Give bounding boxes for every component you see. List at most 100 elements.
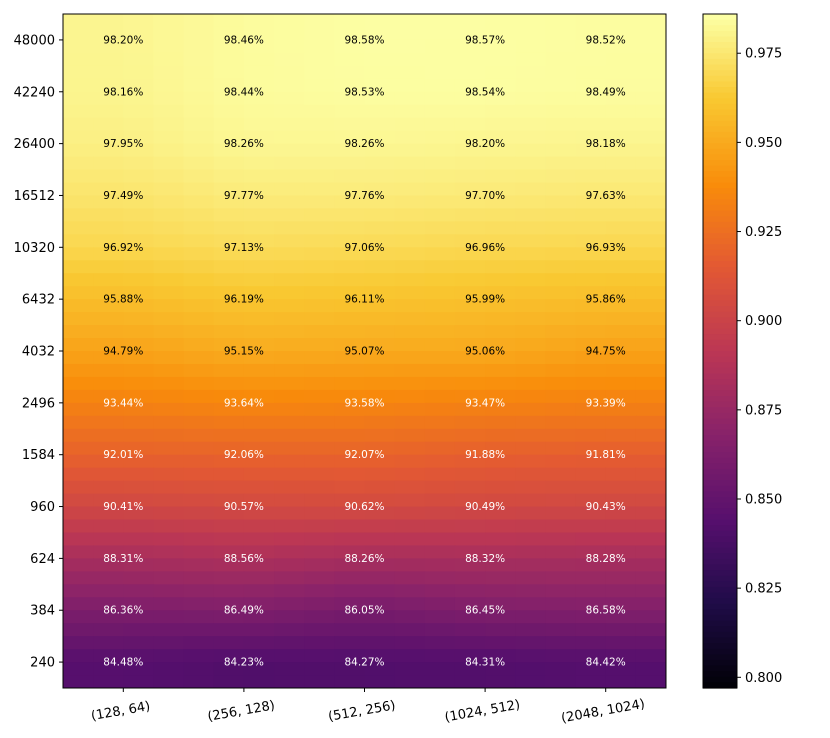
heat-tile [605,39,637,54]
heat-tile [183,376,215,391]
cell-label: 84.23% [224,657,264,669]
colorbar-strip [703,390,737,397]
heat-tile [394,143,426,158]
heat-tile [123,169,155,184]
heat-tile [304,234,335,248]
heat-tile [575,325,607,339]
heat-tile [635,662,666,676]
heat-tile [183,247,215,261]
heat-tile [575,649,607,663]
heat-tile [304,312,335,326]
heat-tile [364,493,396,508]
heat-tile [485,91,516,106]
heat-tile [364,351,396,365]
colorbar-strip [703,143,737,150]
y-tick-label: 960 [30,500,55,515]
cell-label: 94.75% [586,346,626,358]
heat-tile [635,467,666,482]
heat-tile [274,454,305,469]
colorbar-tick-label: 0.975 [745,47,782,62]
cell-label: 97.13% [224,242,264,254]
heat-tile [394,91,426,106]
heat-tile [213,39,245,54]
heat-tile [515,104,546,119]
heat-tile [454,208,486,222]
heat-tile [274,117,305,132]
heat-tile [183,117,215,132]
heat-tile [545,273,577,287]
heat-tile [364,221,396,235]
heat-tile [304,91,335,106]
heat-tile [304,610,335,624]
heat-tile [364,130,396,145]
heat-tile [394,480,426,495]
heat-tile [213,610,245,624]
heat-tile [334,675,366,688]
heat-tile [424,182,456,197]
cell-label: 92.06% [224,449,264,461]
heat-tile [454,454,486,469]
heat-tile [394,467,426,482]
heat-tile [545,52,577,67]
heat-tile [93,338,124,352]
colorbar-strip [703,581,737,588]
heat-tile [394,221,426,235]
heat-tile [515,493,546,508]
heat-tile [183,78,215,93]
heat-tile [635,545,666,559]
heat-tile [454,26,486,41]
heat-tile [424,156,456,171]
colorbar-strip [703,637,737,644]
heat-tile [364,636,396,650]
heat-tile [213,338,245,352]
heat-tile [424,104,456,119]
heat-tile [123,480,155,495]
heat-tile [123,247,155,261]
heat-tile [274,312,305,326]
heat-tile [274,52,305,67]
heat-tile [605,428,637,443]
heat-tile [545,623,577,637]
heat-tile [485,558,516,572]
colorbar-strip [703,614,737,622]
heat-tile [545,26,577,41]
heat-tile [243,338,275,352]
heat-tile [575,402,607,417]
heat-tile [304,325,335,339]
heat-tile [183,26,215,41]
heat-tile [424,234,456,248]
heat-tile [243,363,275,378]
heat-tile [274,195,305,210]
heat-tile [545,39,577,54]
colorbar-strip [703,58,737,66]
heat-tile [515,286,546,300]
heat-tile [635,428,666,443]
heat-tile [545,299,577,313]
heat-tile [394,65,426,80]
heat-tile [454,39,486,54]
heat-tile [93,273,124,287]
heat-tile [63,480,94,495]
cell-label: 88.31% [103,553,143,565]
heat-tile [334,415,366,430]
colorbar-strip [703,457,737,464]
heat-tile [424,428,456,443]
heat-tile [123,415,155,430]
heat-tile [394,415,426,430]
heat-tile [304,623,335,637]
heat-tile [635,338,666,352]
cell-label: 90.57% [224,501,264,513]
heat-tile [153,376,185,391]
heat-tile [243,325,275,339]
heat-tile [334,273,366,287]
heat-tile [93,221,124,235]
heat-tile [394,675,426,688]
heat-tile [274,662,305,676]
cell-label: 98.20% [465,138,505,150]
cell-label: 92.01% [103,449,143,461]
cell-label: 93.64% [224,397,264,409]
y-tick-label: 4032 [22,345,55,360]
heat-tile [183,363,215,378]
heat-tile [123,338,155,352]
heat-tile [485,286,516,300]
